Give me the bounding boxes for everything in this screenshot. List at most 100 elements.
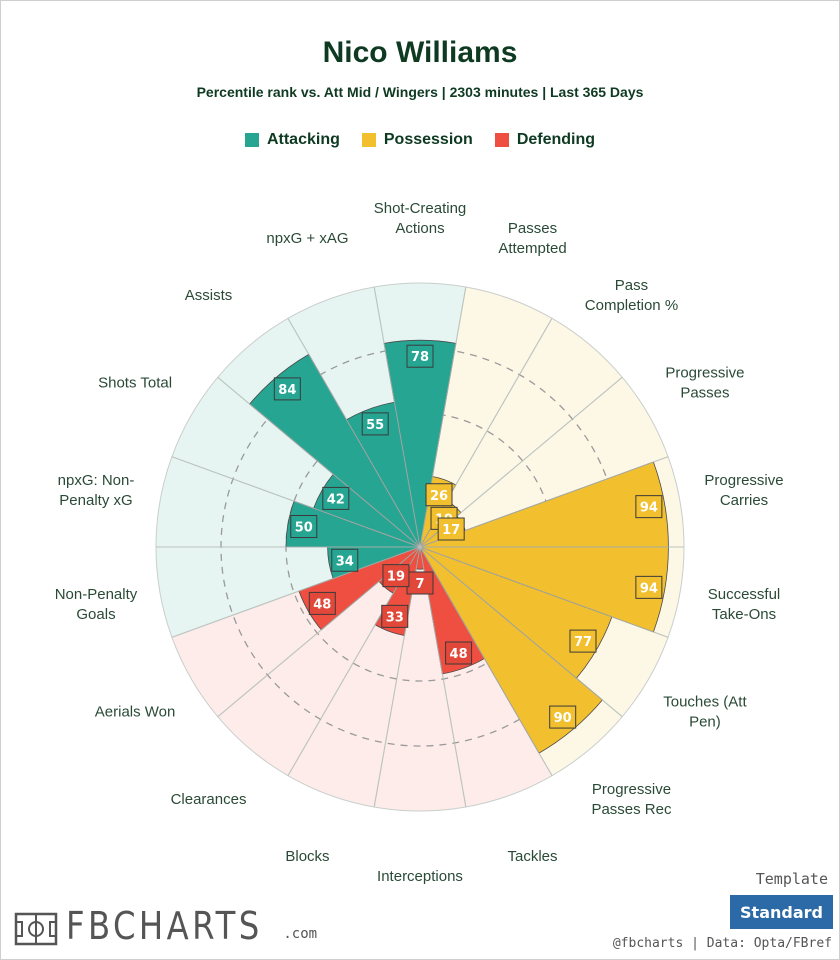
axis-label-line: Progressive bbox=[592, 781, 671, 798]
axis-label-line: Non-Penalty bbox=[55, 586, 138, 603]
axis-label-clearances: Clearances bbox=[171, 791, 247, 808]
value-label-shots-total: 42 bbox=[327, 492, 345, 507]
pitch-logo-icon bbox=[14, 912, 58, 946]
spoke-16 bbox=[217, 376, 421, 548]
legend-label-attacking: Attacking bbox=[266, 131, 340, 148]
axis-label-progressive-passes: Progressive Passes bbox=[665, 365, 744, 402]
axis-label-line: Goals bbox=[76, 606, 115, 623]
template-standard-button[interactable]: Standard bbox=[730, 895, 833, 929]
value-badge-successful-take-ons bbox=[635, 575, 663, 599]
value-badge-npxg-non-penalty-xg bbox=[290, 515, 318, 539]
axis-label-line: npxG + xAG bbox=[266, 230, 348, 247]
legend-item-defending: Defending bbox=[494, 131, 596, 149]
value-badge-clearances bbox=[382, 564, 410, 588]
axis-label-line: Shot-Creating bbox=[374, 200, 467, 217]
axis-label-line: Passes bbox=[508, 220, 557, 237]
chart-title: Nico Williams bbox=[322, 36, 518, 69]
spoke-15 bbox=[171, 456, 421, 548]
axis-label-progressive-carries: Progressive Carries bbox=[704, 472, 783, 509]
value-badge-passes-attempted bbox=[425, 483, 453, 507]
axis-label-tackles: Tackles bbox=[508, 848, 558, 865]
axis-label-line: Penalty xG bbox=[59, 492, 132, 509]
axis-label-non-penalty-goals: Non-Penalty Goals bbox=[55, 586, 138, 623]
fbcharts-logo: FBCHARTS .com bbox=[14, 906, 317, 946]
value-label-clearances: 19 bbox=[387, 570, 405, 585]
spoke-8 bbox=[419, 546, 553, 776]
axis-label-successful-take-ons: Successful Take-Ons bbox=[708, 586, 781, 623]
value-badge-progressive-carries bbox=[635, 495, 663, 519]
spoke-17 bbox=[287, 318, 421, 548]
value-label-successful-take-ons: 94 bbox=[640, 581, 658, 596]
value-label-npxg-xag: 55 bbox=[366, 418, 384, 433]
spoke-13 bbox=[171, 546, 421, 638]
axis-label-line: Pen) bbox=[689, 714, 721, 731]
axis-label-npxg-xag: npxG + xAG bbox=[266, 230, 348, 247]
value-label-assists: 84 bbox=[278, 383, 296, 398]
axis-label-line: Passes Rec bbox=[591, 801, 672, 818]
spoke-6 bbox=[419, 546, 669, 638]
axis-label-line: Progressive bbox=[704, 472, 783, 489]
logo-text: FBCHARTS bbox=[66, 904, 263, 948]
axis-label-line: Passes bbox=[680, 385, 729, 402]
legend-label-possession: Possession bbox=[383, 131, 473, 148]
axis-label-touches-att-pen: Touches (Att Pen) bbox=[663, 694, 747, 731]
value-label-passes-attempted: 26 bbox=[430, 489, 448, 504]
value-badge-progressive-passes-rec bbox=[549, 705, 577, 729]
value-badge-npxg-xag bbox=[361, 412, 389, 436]
axis-label-line: Interceptions bbox=[377, 868, 463, 885]
value-badge-shots-total bbox=[322, 486, 350, 510]
axis-label-pass-completion: Pass Completion % bbox=[585, 277, 678, 314]
value-badge-progressive-passes bbox=[437, 517, 465, 541]
data-credit: @fbcharts | Data: Opta/FBref bbox=[612, 936, 832, 951]
chart-subtitle: Percentile rank vs. Att Mid / Wingers | … bbox=[196, 84, 644, 100]
value-badge-blocks bbox=[381, 604, 409, 628]
axis-label-line: Assists bbox=[185, 287, 233, 304]
value-label-aerials-won: 48 bbox=[313, 597, 331, 612]
axis-label-passes-attempted: Passes Attempted bbox=[498, 220, 566, 257]
axis-label-line: Tackles bbox=[508, 848, 558, 865]
legend-swatch-defending bbox=[494, 133, 509, 147]
legend-item-attacking: Attacking bbox=[244, 131, 340, 149]
value-label-progressive-carries: 94 bbox=[640, 501, 658, 516]
value-label-shot-creating-actions: 78 bbox=[411, 350, 429, 365]
axis-label-line: Aerials Won bbox=[95, 704, 176, 721]
value-label-progressive-passes-rec: 90 bbox=[554, 711, 572, 726]
value-badge-touches-att-pen bbox=[569, 629, 597, 653]
axis-label-line: Touches (Att bbox=[663, 694, 747, 711]
axis-label-line: Attempted bbox=[498, 240, 566, 257]
axis-label-shots-total: Shots Total bbox=[98, 375, 172, 392]
axis-label-line: Pass bbox=[615, 277, 648, 294]
value-label-non-penalty-goals: 34 bbox=[336, 554, 354, 569]
axis-label-line: npxG: Non- bbox=[58, 472, 135, 489]
value-badge-tackles bbox=[445, 641, 473, 665]
axis-label-line: Carries bbox=[720, 492, 768, 509]
value-badge-assists bbox=[273, 377, 301, 401]
legend: Attacking Possession Defending bbox=[0, 131, 840, 149]
axis-label-npxg-non-penalty-xg: npxG: Non- Penalty xG bbox=[58, 472, 135, 509]
value-badge-non-penalty-goals bbox=[331, 548, 359, 572]
axis-label-line: Shots Total bbox=[98, 375, 172, 392]
value-badge-aerials-won bbox=[308, 591, 336, 615]
axis-label-assists: Assists bbox=[185, 287, 233, 304]
spoke-0 bbox=[373, 286, 421, 548]
axis-label-line: Progressive bbox=[665, 365, 744, 382]
value-label-interceptions: 7 bbox=[415, 577, 424, 592]
value-badge-shot-creating-actions bbox=[406, 344, 434, 368]
axis-label-blocks: Blocks bbox=[285, 848, 329, 865]
axis-label-line: Take-Ons bbox=[712, 606, 776, 623]
legend-item-possession: Possession bbox=[361, 131, 473, 149]
legend-label-defending: Defending bbox=[516, 131, 596, 148]
spoke-7 bbox=[419, 546, 623, 718]
axis-label-line: Completion % bbox=[585, 297, 678, 314]
axis-label-line: Clearances bbox=[171, 791, 247, 808]
axis-label-line: Successful bbox=[708, 586, 781, 603]
legend-swatch-attacking bbox=[244, 133, 259, 147]
axis-label-line: Blocks bbox=[285, 848, 329, 865]
template-label: Template bbox=[755, 870, 828, 888]
axis-label-shot-creating-actions: Shot-Creating Actions bbox=[374, 200, 467, 237]
value-label-tackles: 48 bbox=[450, 647, 468, 662]
axis-label-interceptions: Interceptions bbox=[377, 868, 463, 885]
axis-label-aerials-won: Aerials Won bbox=[95, 704, 176, 721]
axis-label-line: Actions bbox=[395, 220, 444, 237]
